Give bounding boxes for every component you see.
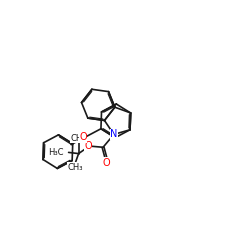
Text: O: O (79, 132, 87, 142)
Text: CH₃: CH₃ (71, 134, 86, 143)
Text: N: N (110, 130, 118, 140)
Text: CH₃: CH₃ (67, 163, 83, 172)
Text: H₃C: H₃C (48, 148, 63, 157)
Text: O: O (103, 158, 110, 168)
Text: O: O (84, 140, 92, 150)
